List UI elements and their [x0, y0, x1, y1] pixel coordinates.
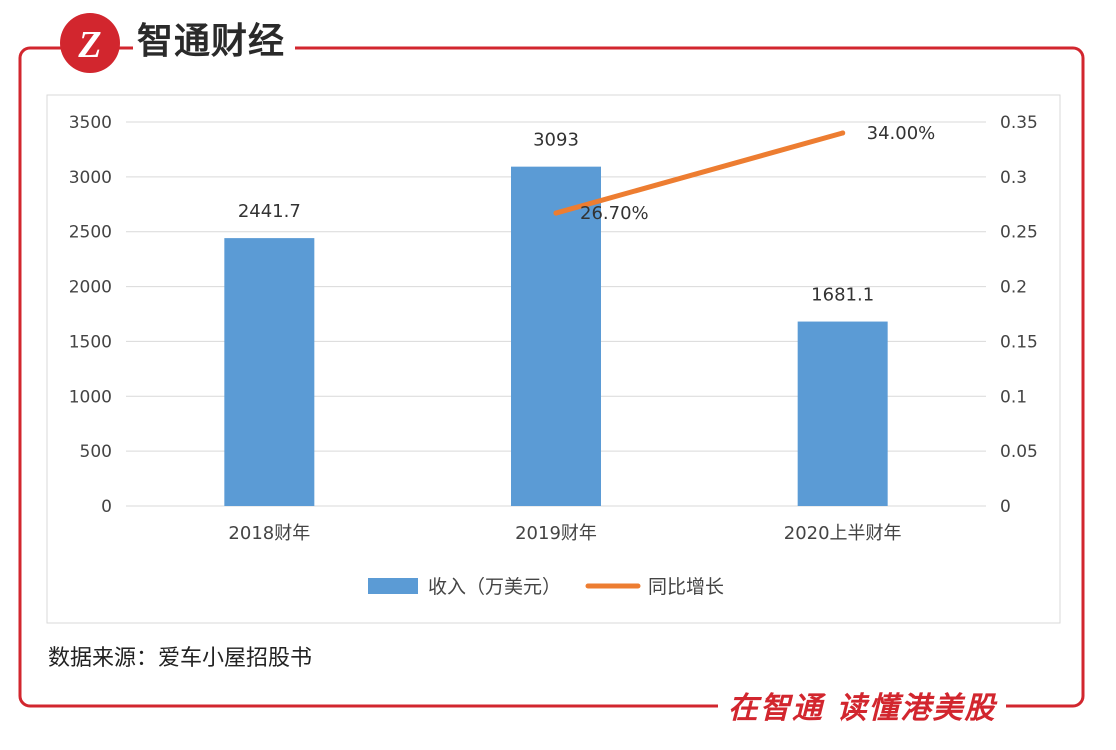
line-data-label: 34.00% — [867, 123, 936, 144]
slogan: 在智通 读懂港美股 — [718, 686, 1007, 732]
bar-data-label: 2441.7 — [238, 201, 301, 222]
line-data-label: 26.70% — [580, 203, 649, 224]
y-right-tick-label: 0.3 — [1000, 168, 1027, 188]
y-right-tick-label: 0.25 — [1000, 223, 1038, 243]
y-axis-left: 0 500 1000 1500 2000 2500 3000 3500 — [69, 113, 112, 517]
y-left-tick-label: 0 — [101, 497, 112, 517]
legend-swatch-bar — [368, 578, 418, 594]
x-axis: 2018财年 2019财年 2020上半财年 — [228, 523, 901, 544]
svg-text:Z: Z — [77, 24, 101, 66]
logo-icon: Z — [60, 13, 120, 73]
line-path — [553, 130, 846, 216]
legend-label-line: 同比增长 — [648, 576, 724, 598]
y-right-tick-label: 0.35 — [1000, 113, 1038, 133]
y-left-tick-label: 3000 — [69, 168, 112, 188]
y-left-tick-label: 3500 — [69, 113, 112, 133]
line-point — [840, 130, 846, 136]
bar-series: 2441.7 3093 1681.1 — [224, 130, 888, 506]
line-series: 26.70% 34.00% — [553, 123, 936, 224]
bar-data-label: 1681.1 — [811, 285, 874, 306]
x-tick-label: 2019财年 — [515, 523, 597, 544]
legend-label-bar: 收入（万美元） — [428, 576, 561, 598]
y-right-tick-label: 0.1 — [1000, 387, 1027, 407]
chart: 0 500 1000 1500 2000 2500 3000 3500 0 0.05 0.1 0.1… — [46, 94, 1061, 624]
y-left-tick-label: 1500 — [69, 332, 112, 352]
y-right-tick-label: 0.05 — [1000, 442, 1038, 462]
x-tick-label: 2020上半财年 — [784, 523, 902, 544]
logo-text: 智通财经 — [133, 18, 296, 66]
y-right-tick-label: 0 — [1000, 497, 1011, 517]
line-point — [553, 210, 559, 216]
bar — [511, 166, 601, 506]
bar — [224, 238, 315, 506]
y-axis-right: 0 0.05 0.1 0.15 0.2 0.25 0.3 0.35 — [1000, 113, 1038, 517]
y-right-tick-label: 0.2 — [1000, 278, 1027, 298]
y-left-tick-label: 2000 — [69, 278, 112, 298]
source-note: 数据来源：爱车小屋招股书 — [48, 646, 313, 671]
y-left-tick-label: 2500 — [69, 223, 112, 243]
y-right-tick-label: 0.15 — [1000, 332, 1038, 352]
bar-data-label: 3093 — [533, 130, 579, 151]
y-left-tick-label: 1000 — [69, 387, 112, 407]
bar — [797, 321, 888, 506]
x-tick-label: 2018财年 — [228, 523, 310, 544]
y-left-tick-label: 500 — [80, 442, 112, 462]
legend: 收入（万美元） 同比增长 — [368, 576, 724, 598]
